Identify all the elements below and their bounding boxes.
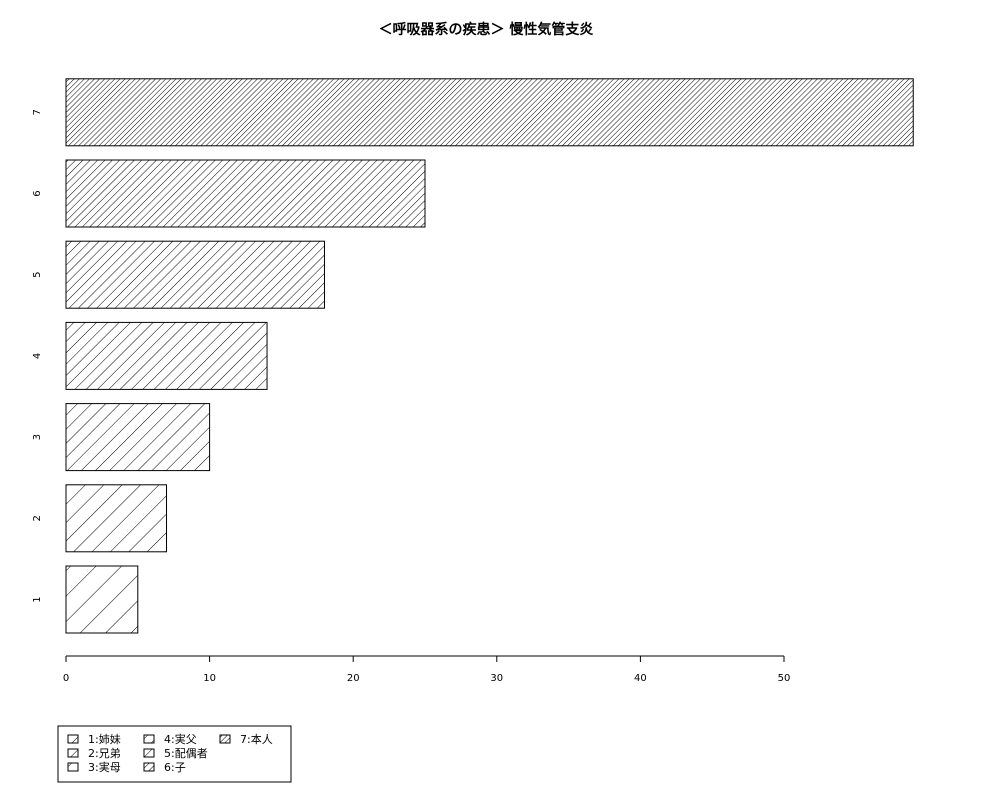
legend-swatch-1: [67, 734, 79, 744]
category-label-2: 2: [32, 515, 43, 521]
legend-swatch-2: [67, 748, 79, 758]
legend-swatch-3: [67, 762, 79, 772]
legend-box: [57, 725, 292, 783]
x-tick-label: 20: [347, 673, 360, 684]
bars-group: [65, 78, 914, 634]
bar-4: [65, 321, 268, 390]
x-tick-label: 10: [203, 673, 216, 684]
legend-label-7: 7:本人: [240, 732, 273, 746]
legend-swatch-7: [219, 734, 231, 744]
legend-label-5: 5:配偶者: [164, 747, 208, 760]
x-tick-label: 30: [490, 673, 503, 684]
legend-label-1: 1:姉妹: [88, 732, 121, 746]
legend-swatch-5: [143, 748, 155, 758]
bar-7: [65, 78, 914, 147]
bar-6: [65, 159, 426, 228]
bar-5: [65, 240, 325, 309]
legend-label-6: 6:子: [164, 761, 186, 774]
x-axis: 0 10 20 30 40 50: [63, 655, 791, 684]
category-label-4: 4: [32, 353, 43, 359]
x-tick-label: 0: [63, 673, 69, 684]
bar-2: [65, 484, 168, 553]
legend-swatch-4: [143, 734, 155, 744]
category-label-5: 5: [32, 272, 43, 278]
legend-label-3: 3:実母: [88, 760, 121, 774]
x-tick-label: 50: [778, 673, 791, 684]
category-labels: 1 2 3 4 5 6 7: [32, 109, 43, 603]
category-label-6: 6: [32, 190, 43, 196]
category-label-7: 7: [32, 109, 43, 115]
category-label-3: 3: [32, 434, 43, 440]
category-label-1: 1: [32, 596, 43, 602]
bar-1: [65, 565, 139, 634]
x-tick-label: 40: [634, 673, 647, 684]
legend-label-2: 2:兄弟: [88, 747, 121, 760]
chart-title: ＜呼吸器系の疾患＞ 慢性気管支炎: [379, 21, 594, 38]
bar-3: [65, 403, 211, 472]
legend-label-4: 4:実父: [164, 732, 197, 746]
legend-swatch-6: [143, 762, 155, 772]
